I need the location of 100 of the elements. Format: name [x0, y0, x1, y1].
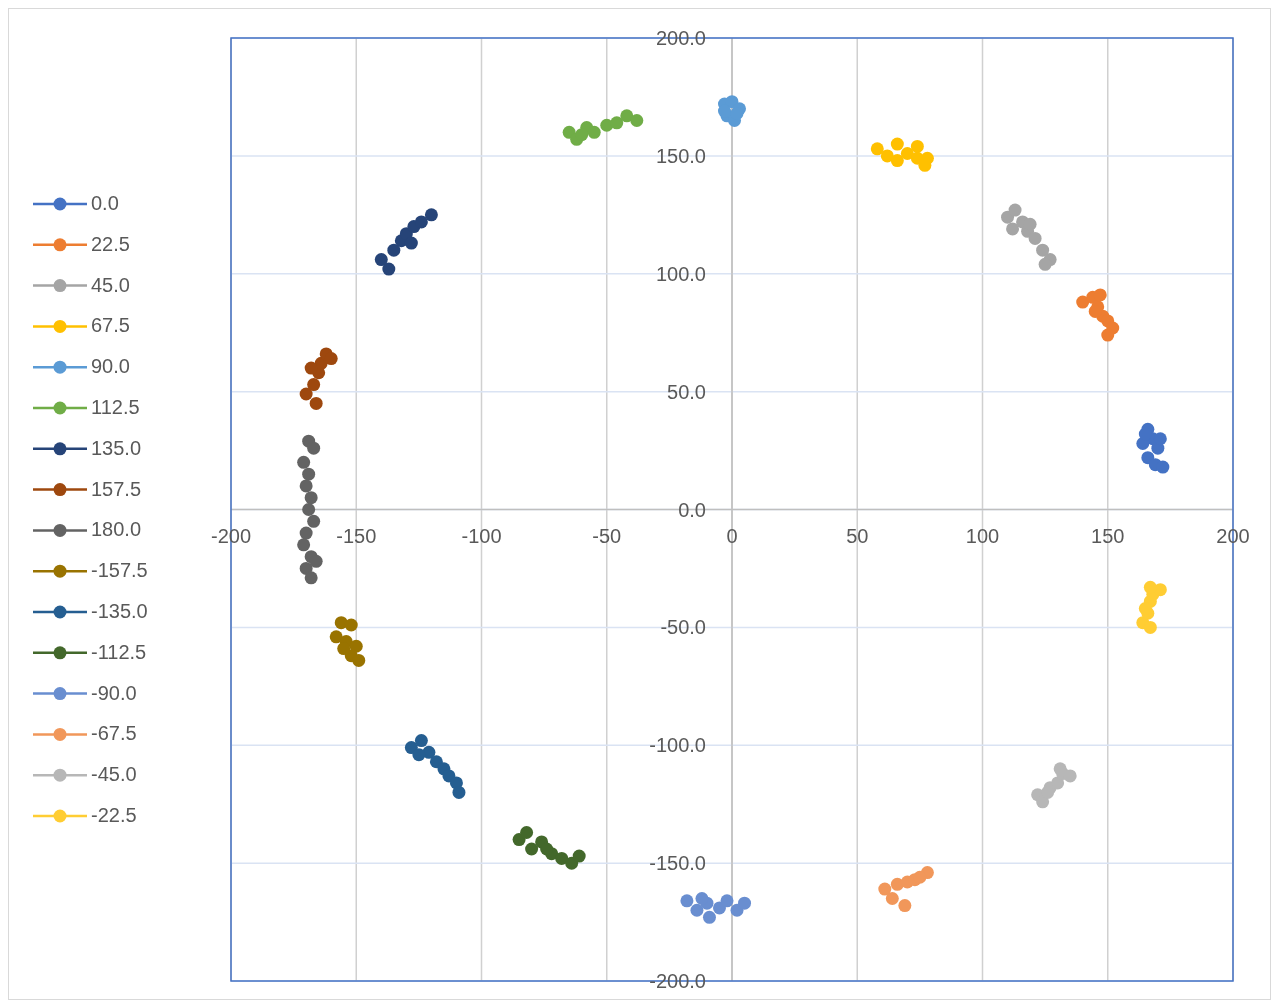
point [898, 899, 912, 913]
point [870, 142, 884, 156]
point [424, 208, 438, 222]
x-tick-label: -100 [461, 524, 502, 547]
point [730, 106, 744, 120]
point [1063, 769, 1077, 783]
point [738, 896, 752, 910]
point [1008, 203, 1022, 217]
point [910, 139, 924, 153]
point [307, 378, 321, 392]
legend-label: 45.0 [91, 273, 130, 296]
point [404, 236, 418, 250]
point [1156, 460, 1170, 474]
point [572, 849, 586, 863]
legend-label: 22.5 [91, 232, 130, 255]
point [620, 109, 634, 123]
legend-label: 180.0 [91, 518, 142, 541]
point [890, 154, 904, 168]
point [304, 491, 318, 505]
point [885, 891, 899, 905]
y-tick-label: 0.0 [678, 498, 706, 521]
legend-label: -67.5 [91, 722, 137, 745]
point [414, 734, 428, 748]
point [1006, 222, 1020, 236]
point [1138, 602, 1152, 616]
point [1051, 776, 1065, 790]
point [1041, 785, 1055, 799]
point [1143, 580, 1157, 594]
point [302, 467, 316, 481]
point [920, 151, 934, 165]
point [309, 396, 323, 410]
point [1093, 288, 1107, 302]
point [374, 253, 388, 267]
point [387, 243, 401, 257]
point [297, 455, 311, 469]
point [555, 851, 569, 865]
legend-label: 157.5 [91, 477, 142, 500]
y-tick-label: 150.0 [655, 144, 706, 167]
point [702, 910, 716, 924]
point [344, 618, 358, 632]
y-tick-label: -150.0 [649, 852, 706, 875]
point [1038, 257, 1052, 271]
point [690, 903, 704, 917]
point [575, 128, 589, 142]
x-tick-label: 100 [965, 524, 1000, 547]
point [880, 149, 894, 163]
x-tick-label: 50 [846, 524, 869, 547]
point [1101, 328, 1115, 342]
point [304, 571, 318, 585]
point [900, 147, 914, 161]
y-tick-label: -100.0 [649, 734, 706, 757]
point [297, 538, 311, 552]
x-tick-label: 0 [726, 524, 738, 547]
point [630, 114, 644, 128]
point [878, 882, 892, 896]
point [587, 125, 601, 139]
point [329, 630, 343, 644]
point [610, 116, 624, 130]
point [1036, 243, 1050, 257]
legend-label: -22.5 [91, 804, 137, 826]
legend-label: 135.0 [91, 436, 142, 459]
legend-label: 67.5 [91, 314, 130, 337]
y-tick-label: 50.0 [667, 380, 706, 403]
point [299, 526, 313, 540]
point [304, 361, 318, 375]
legend-label: 90.0 [91, 355, 130, 378]
point [1028, 231, 1042, 245]
point [337, 642, 351, 656]
point [1076, 295, 1090, 309]
x-tick-label: -50 [592, 524, 622, 547]
y-tick-label: 100.0 [655, 262, 706, 285]
point [890, 137, 904, 151]
point [540, 842, 554, 856]
y-tick-label: -50.0 [660, 616, 706, 639]
point [352, 653, 366, 667]
point [695, 891, 709, 905]
point [382, 262, 396, 276]
point [324, 352, 338, 366]
legend-label: -90.0 [91, 681, 137, 704]
legend-label: -45.0 [91, 763, 137, 786]
point [520, 825, 534, 839]
x-tick-label: 150 [1091, 524, 1125, 547]
point [299, 479, 313, 493]
point [307, 514, 321, 528]
legend-label: -157.5 [91, 559, 148, 582]
legend-label: 0.0 [91, 192, 119, 214]
point [309, 554, 323, 568]
point [680, 894, 694, 908]
point [302, 503, 316, 516]
point [1053, 762, 1067, 776]
point [720, 894, 734, 908]
point [452, 785, 466, 799]
legend-label: -112.5 [91, 640, 147, 663]
point [1143, 620, 1157, 634]
point [913, 870, 927, 884]
legend-label: 112.5 [91, 396, 140, 418]
point [414, 215, 428, 229]
point [1036, 795, 1050, 809]
point [307, 441, 321, 455]
point [525, 842, 539, 856]
